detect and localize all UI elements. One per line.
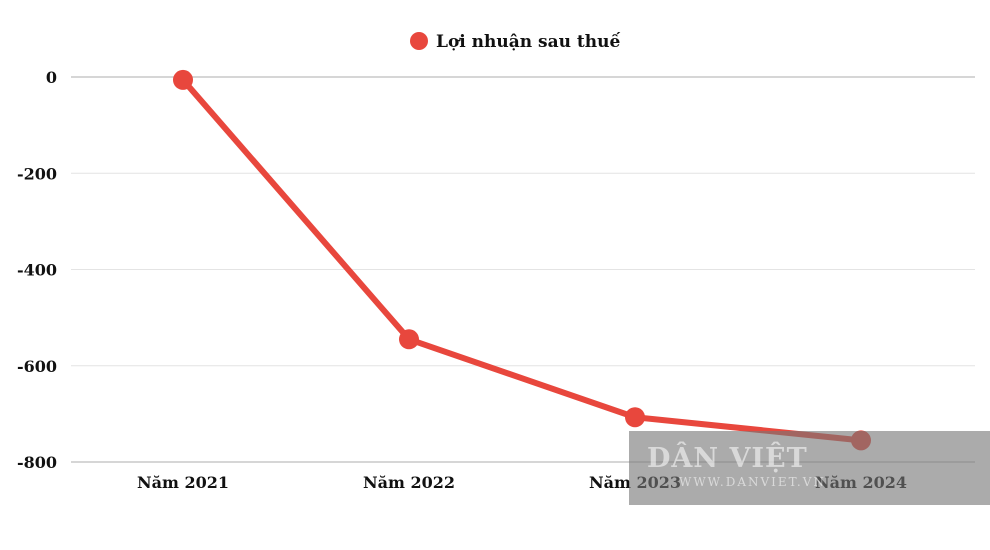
x-tick-label: Năm 2021 bbox=[137, 473, 229, 492]
x-tick-label: Năm 2022 bbox=[363, 473, 455, 492]
series-layer bbox=[173, 69, 871, 451]
series-line bbox=[180, 76, 864, 444]
gridlines bbox=[71, 76, 975, 463]
data-point bbox=[625, 407, 645, 428]
data-point bbox=[173, 69, 193, 90]
data-point bbox=[399, 329, 419, 350]
y-tick-label: -200 bbox=[17, 164, 57, 183]
legend-label: Lợi nhuận sau thuế bbox=[436, 32, 620, 52]
y-tick-label: 0 bbox=[46, 68, 57, 87]
watermark-url: WWW.DANVIET.VN bbox=[679, 475, 826, 489]
y-axis-ticks: 0 -200 -400 -600 -800 bbox=[17, 68, 57, 472]
y-tick-label: -400 bbox=[17, 261, 57, 280]
watermark-title: DÂN VIỆT bbox=[647, 443, 808, 474]
y-tick-label: -600 bbox=[17, 357, 57, 376]
legend-marker bbox=[410, 32, 428, 50]
y-tick-label: -800 bbox=[17, 453, 57, 472]
legend: Lợi nhuận sau thuế bbox=[410, 32, 620, 52]
watermark-logo: DÂN VIỆT WWW.DANVIET.VN bbox=[629, 431, 990, 505]
